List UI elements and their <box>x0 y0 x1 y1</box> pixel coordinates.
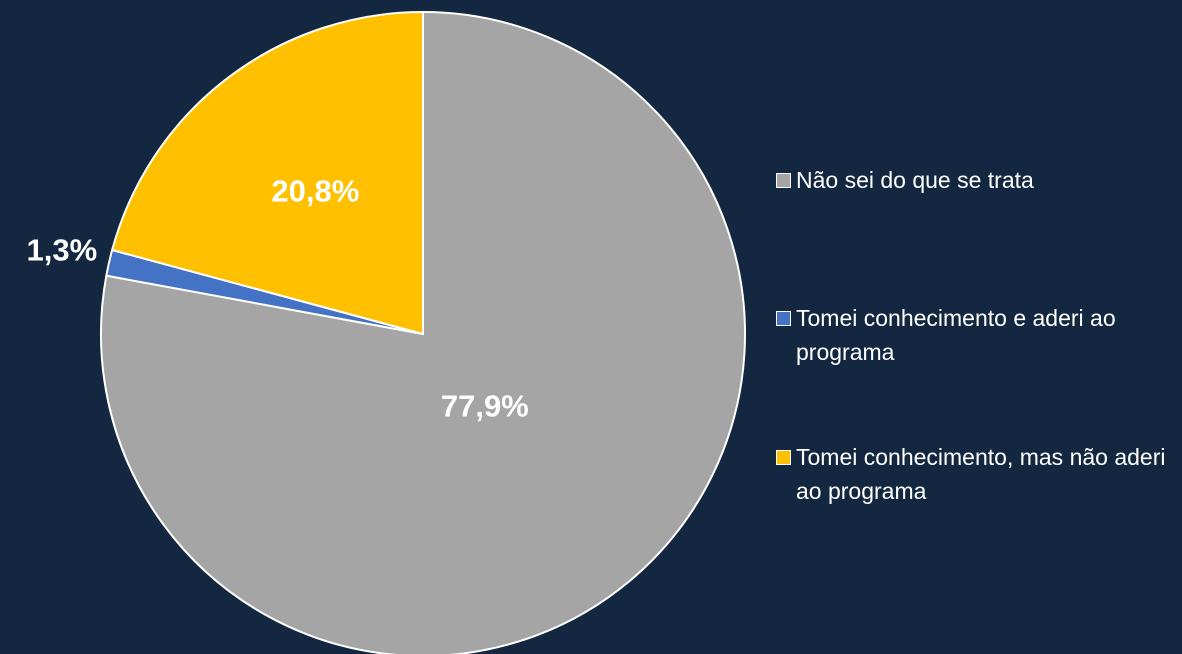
legend-swatch <box>776 173 791 188</box>
legend-label: Tomei conhecimento, mas não aderi ao pro… <box>796 444 1166 504</box>
legend-label: Tomei conhecimento e aderi ao programa <box>796 305 1116 365</box>
data-label: 20,8% <box>271 174 359 209</box>
pie-slice <box>110 10 424 336</box>
legend-swatch <box>776 311 791 326</box>
legend-item: Não sei do que se trata <box>776 163 1166 197</box>
legend-item: Tomei conhecimento, mas não aderi ao pro… <box>776 440 1166 508</box>
legend-swatch <box>776 450 791 465</box>
legend-item: Tomei conhecimento e aderi ao programa <box>776 301 1166 369</box>
legend-label: Não sei do que se trata <box>796 167 1034 193</box>
data-label: 1,3% <box>27 232 98 267</box>
data-label: 77,9% <box>441 388 529 423</box>
